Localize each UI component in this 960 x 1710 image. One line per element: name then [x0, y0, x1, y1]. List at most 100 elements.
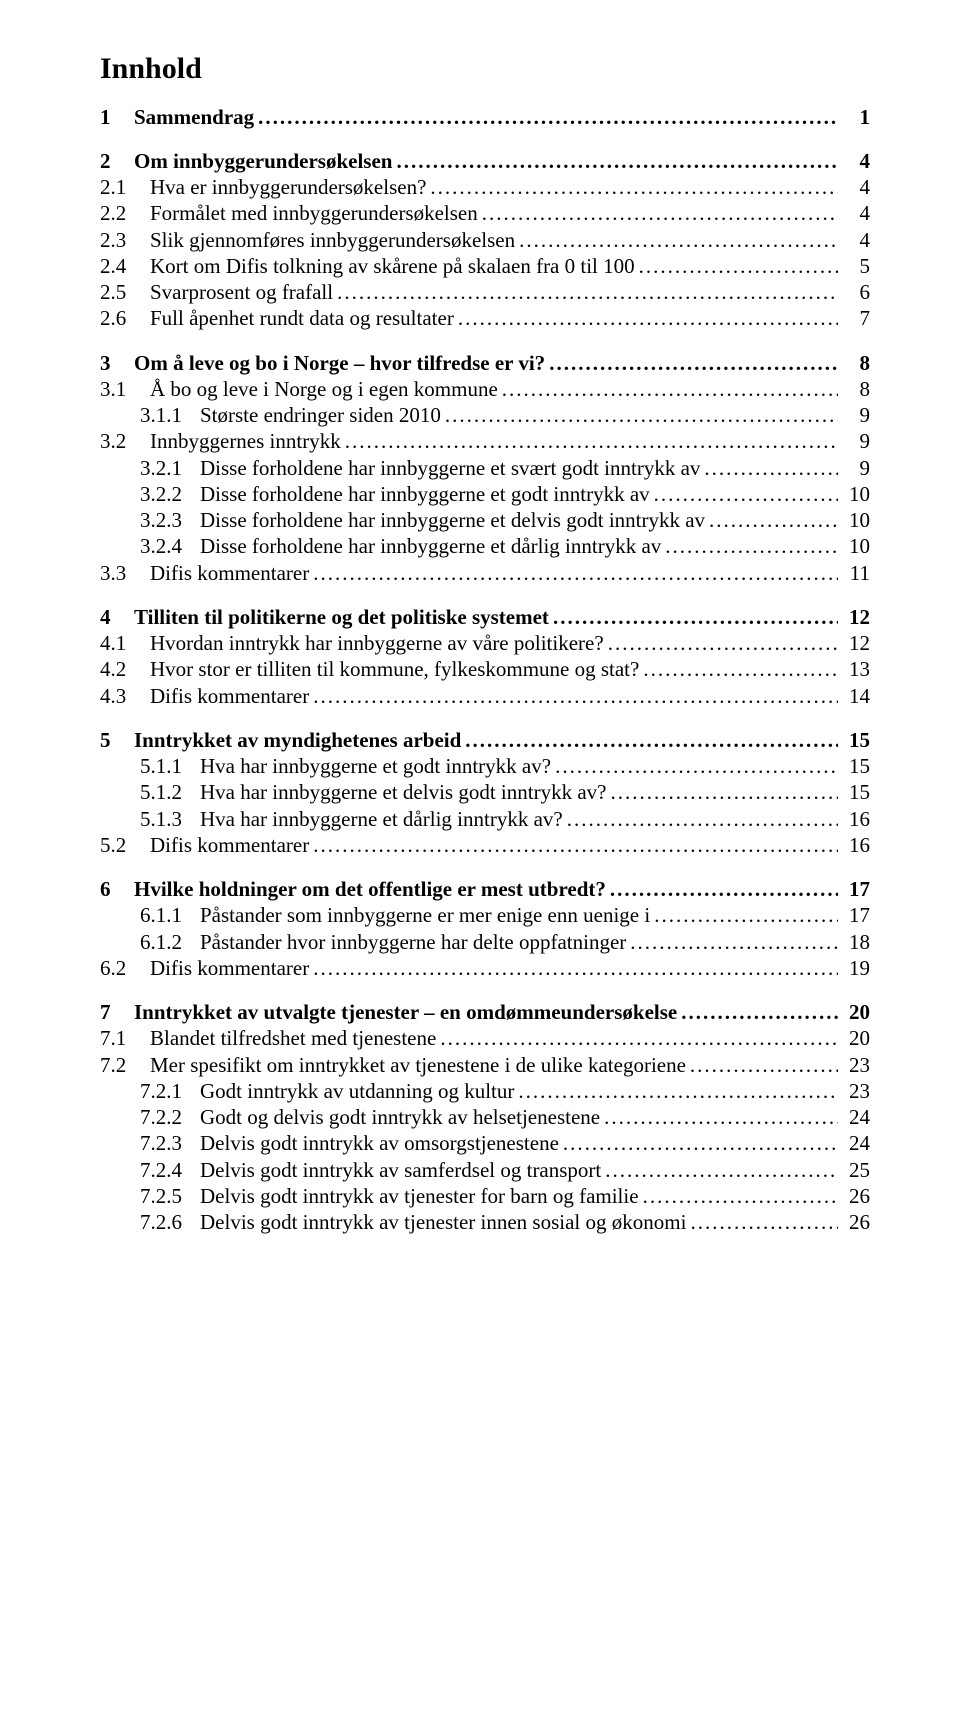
- toc-entry: 7.2 Mer spesifikt om inntrykket av tjene…: [100, 1052, 870, 1078]
- toc-number: 3.1.1: [140, 402, 200, 428]
- toc-label: Godt og delvis godt inntrykk av helsetje…: [200, 1104, 600, 1130]
- toc-label: Delvis godt inntrykk av tjenester for ba…: [200, 1183, 639, 1209]
- toc-page-number: 8: [842, 350, 870, 376]
- toc-page-number: 26: [842, 1209, 870, 1235]
- toc-leader-dots: [608, 630, 838, 656]
- toc-label: Hvordan inntrykk har innbyggerne av våre…: [150, 630, 604, 656]
- toc-entry: 4 Tilliten til politikerne og det politi…: [100, 604, 870, 630]
- toc-label: Svarprosent og frafall: [150, 279, 333, 305]
- toc-number: 7.1: [100, 1025, 150, 1051]
- toc-label: Godt inntrykk av utdanning og kultur: [200, 1078, 514, 1104]
- toc-entry: 5 Inntrykket av myndighetenes arbeid 15: [100, 727, 870, 753]
- toc-page-number: 9: [842, 428, 870, 454]
- toc-number: 2.4: [100, 253, 150, 279]
- toc-number: 5.1.2: [140, 779, 200, 805]
- toc-entry: 6 Hvilke holdninger om det offentlige er…: [100, 876, 870, 902]
- page-title: Innhold: [100, 50, 870, 88]
- toc-leader-dots: [567, 806, 838, 832]
- toc-number: 1: [100, 104, 134, 130]
- toc-page-number: 23: [842, 1052, 870, 1078]
- toc-page-number: 24: [842, 1104, 870, 1130]
- toc-number: 5: [100, 727, 134, 753]
- toc-leader-dots: [654, 902, 838, 928]
- toc-entry: 7.2.1 Godt inntrykk av utdanning og kult…: [100, 1078, 870, 1104]
- toc-leader-dots: [482, 200, 838, 226]
- toc-leader-dots: [563, 1130, 838, 1156]
- toc-number: 3: [100, 350, 134, 376]
- toc-entry: 5.1.3 Hva har innbyggerne et dårlig innt…: [100, 806, 870, 832]
- toc-leader-dots: [518, 1078, 838, 1104]
- toc-label: Hva er innbyggerundersøkelsen?: [150, 174, 426, 200]
- toc-number: 2.2: [100, 200, 150, 226]
- toc-number: 4.2: [100, 656, 150, 682]
- toc-page-number: 12: [842, 604, 870, 630]
- toc-entry: 2.1 Hva er innbyggerundersøkelsen? 4: [100, 174, 870, 200]
- toc-entry: 3 Om å leve og bo i Norge – hvor tilfred…: [100, 350, 870, 376]
- toc-number: 2: [100, 148, 134, 174]
- toc-label: Formålet med innbyggerundersøkelsen: [150, 200, 478, 226]
- toc-entry: 1 Sammendrag 1: [100, 104, 870, 130]
- toc-leader-dots: [396, 148, 838, 174]
- toc-label: Difis kommentarer: [150, 683, 309, 709]
- toc-page-number: 17: [842, 876, 870, 902]
- toc-number: 7.2.6: [140, 1209, 200, 1235]
- toc-page-number: 5: [842, 253, 870, 279]
- toc-entry: 2.5 Svarprosent og frafall 6: [100, 279, 870, 305]
- toc-leader-dots: [313, 560, 838, 586]
- toc-entry: 2.2 Formålet med innbyggerundersøkelsen …: [100, 200, 870, 226]
- toc-number: 3.2.4: [140, 533, 200, 559]
- toc-entry: 3.2.4 Disse forholdene har innbyggerne e…: [100, 533, 870, 559]
- toc-number: 2.3: [100, 227, 150, 253]
- toc-page-number: 4: [842, 200, 870, 226]
- toc-label: Hva har innbyggerne et dårlig inntrykk a…: [200, 806, 563, 832]
- toc-leader-dots: [337, 279, 838, 305]
- toc-number: 4.1: [100, 630, 150, 656]
- toc-entry: 7.2.5 Delvis godt inntrykk av tjenester …: [100, 1183, 870, 1209]
- toc-entry: 7.2.4 Delvis godt inntrykk av samferdsel…: [100, 1157, 870, 1183]
- toc-entry: 7.2.2 Godt og delvis godt inntrykk av he…: [100, 1104, 870, 1130]
- toc-label: Påstander hvor innbyggerne har delte opp…: [200, 929, 626, 955]
- toc-leader-dots: [430, 174, 838, 200]
- toc-entry: 3.1.1 Største endringer siden 2010 9: [100, 402, 870, 428]
- toc-label: Blandet tilfredshet med tjenestene: [150, 1025, 436, 1051]
- toc-label: Disse forholdene har innbyggerne et svær…: [200, 455, 700, 481]
- toc-page-number: 23: [842, 1078, 870, 1104]
- toc-leader-dots: [654, 481, 838, 507]
- toc-entry: 7 Inntrykket av utvalgte tjenester – en …: [100, 999, 870, 1025]
- toc-entry: 3.2.1 Disse forholdene har innbyggerne e…: [100, 455, 870, 481]
- toc-leader-dots: [681, 999, 838, 1025]
- toc-page-number: 16: [842, 832, 870, 858]
- toc-leader-dots: [610, 779, 838, 805]
- toc-entry: 4.3 Difis kommentarer 14: [100, 683, 870, 709]
- toc-number: 7.2.3: [140, 1130, 200, 1156]
- toc-page-number: 20: [842, 1025, 870, 1051]
- toc-entry: 5.1.1 Hva har innbyggerne et godt inntry…: [100, 753, 870, 779]
- toc-page-number: 4: [842, 227, 870, 253]
- toc-number: 7: [100, 999, 134, 1025]
- toc-entry: 3.2.2 Disse forholdene har innbyggerne e…: [100, 481, 870, 507]
- toc-label: Delvis godt inntrykk av tjenester innen …: [200, 1209, 686, 1235]
- toc-page-number: 10: [842, 507, 870, 533]
- toc-leader-dots: [458, 305, 838, 331]
- toc-leader-dots: [643, 656, 838, 682]
- toc-label: Kort om Difis tolkning av skårene på ska…: [150, 253, 635, 279]
- toc-leader-dots: [465, 727, 838, 753]
- toc-number: 2.6: [100, 305, 150, 331]
- toc-entry: 7.2.3 Delvis godt inntrykk av omsorgstje…: [100, 1130, 870, 1156]
- toc-page-number: 15: [842, 753, 870, 779]
- toc-label: Sammendrag: [134, 104, 254, 130]
- toc-leader-dots: [440, 1025, 838, 1051]
- toc-label: Slik gjennomføres innbyggerundersøkelsen: [150, 227, 515, 253]
- toc-leader-dots: [345, 428, 838, 454]
- toc-leader-dots: [313, 832, 838, 858]
- toc-number: 6.1.2: [140, 929, 200, 955]
- toc-page-number: 26: [842, 1183, 870, 1209]
- toc-page-number: 15: [842, 727, 870, 753]
- toc-number: 5.2: [100, 832, 150, 858]
- toc-number: 6.1.1: [140, 902, 200, 928]
- toc-page-number: 15: [842, 779, 870, 805]
- toc-label: Hvor stor er tilliten til kommune, fylke…: [150, 656, 639, 682]
- toc-number: 7.2.5: [140, 1183, 200, 1209]
- toc-page-number: 13: [842, 656, 870, 682]
- toc-number: 2.1: [100, 174, 150, 200]
